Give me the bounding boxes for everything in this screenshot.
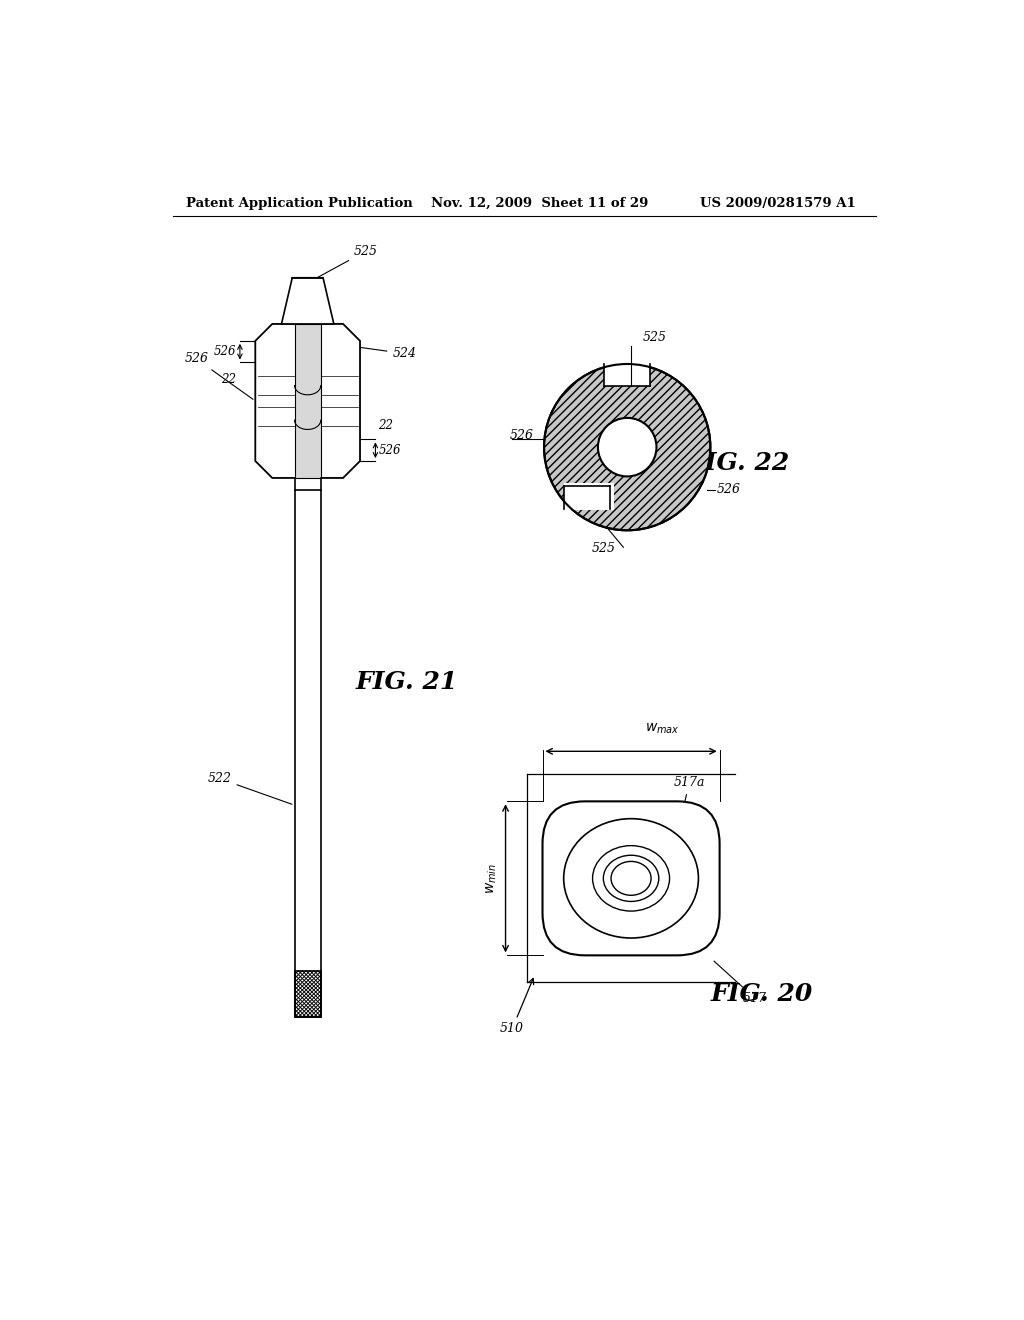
Text: $w_{max}$: $w_{max}$: [644, 722, 679, 737]
Text: 517: 517: [714, 961, 767, 1005]
Ellipse shape: [611, 862, 651, 895]
Text: 517b: 517b: [562, 888, 594, 950]
Text: 525: 525: [592, 543, 616, 554]
Text: 526: 526: [379, 444, 401, 457]
Bar: [295, 970, 321, 1016]
Text: 517a: 517a: [674, 776, 705, 833]
Text: 524: 524: [360, 347, 417, 360]
Bar: [295, 323, 321, 478]
Bar: [604, 360, 650, 385]
Circle shape: [598, 418, 656, 477]
Text: Nov. 12, 2009  Sheet 11 of 29: Nov. 12, 2009 Sheet 11 of 29: [431, 197, 648, 210]
Ellipse shape: [593, 846, 670, 911]
Text: 22: 22: [221, 372, 237, 385]
Text: 510: 510: [500, 978, 534, 1035]
Text: US 2009/0281579 A1: US 2009/0281579 A1: [700, 197, 856, 210]
Text: FIG. 22: FIG. 22: [688, 450, 790, 475]
Text: 526: 526: [184, 352, 253, 400]
Text: 22: 22: [379, 418, 393, 432]
Bar: [295, 490, 321, 1016]
Text: FIG. 21: FIG. 21: [355, 671, 458, 694]
Text: 526: 526: [509, 429, 534, 442]
Polygon shape: [255, 323, 360, 478]
Text: 522: 522: [208, 772, 292, 804]
Text: Patent Application Publication: Patent Application Publication: [186, 197, 413, 210]
Text: 526: 526: [214, 345, 237, 358]
Text: 525: 525: [312, 244, 378, 280]
Text: 526: 526: [717, 483, 740, 496]
Ellipse shape: [603, 855, 658, 902]
Text: $w_{min}$: $w_{min}$: [485, 863, 500, 894]
FancyBboxPatch shape: [543, 801, 720, 956]
Text: FIG. 20: FIG. 20: [711, 982, 813, 1006]
Text: 525: 525: [643, 331, 667, 345]
Polygon shape: [282, 277, 334, 323]
Circle shape: [544, 364, 711, 531]
Ellipse shape: [563, 818, 698, 939]
Bar: [563, 483, 613, 511]
